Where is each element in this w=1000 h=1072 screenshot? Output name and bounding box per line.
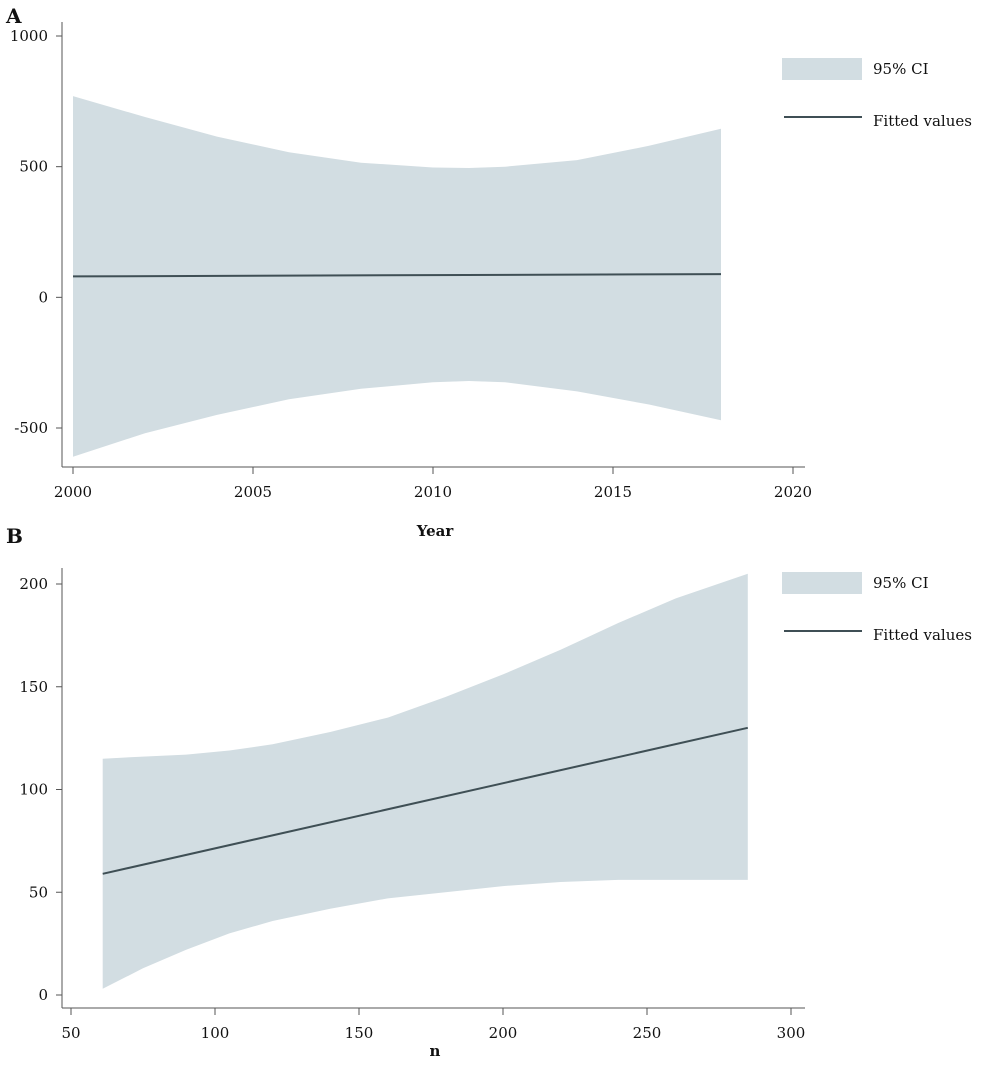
y-tick-label: 0 bbox=[38, 986, 48, 1004]
x-tick-label: 2000 bbox=[54, 483, 92, 501]
x-tick-label: 100 bbox=[201, 1024, 230, 1042]
y-tick-label: 150 bbox=[19, 678, 48, 696]
x-tick-label: 2015 bbox=[594, 483, 632, 501]
ci-band bbox=[73, 96, 721, 457]
panel-label-b: B bbox=[6, 524, 23, 548]
x-tick-label: 200 bbox=[489, 1024, 518, 1042]
y-tick-label: 200 bbox=[19, 575, 48, 593]
ci-band bbox=[102, 573, 748, 989]
fitted-values-line bbox=[102, 726, 749, 875]
legend-ci-swatch bbox=[782, 58, 862, 80]
x-tick-label: 300 bbox=[777, 1024, 806, 1042]
y-tick-label: 500 bbox=[19, 158, 48, 176]
legend-fitted-label: Fitted values bbox=[873, 626, 972, 644]
x-tick-label: 150 bbox=[345, 1024, 374, 1042]
legend-ci-label: 95% CI bbox=[873, 574, 929, 592]
chart-panel-a: A -500 0 500 1000 2000 2005 2010 2015 2020 Year 95… bbox=[6, 4, 972, 540]
x-tick-label: 2020 bbox=[774, 483, 812, 501]
panel-label-a: A bbox=[6, 4, 22, 28]
y-tick-label: 1000 bbox=[10, 27, 48, 45]
x-tick-label: 2010 bbox=[414, 483, 452, 501]
y-tick-label: -500 bbox=[14, 419, 48, 437]
legend-ci-swatch bbox=[782, 572, 862, 594]
chart-b-svg: 0 50 100 150 200 50 100 150 200 250 300 n 95% CI Fitt… bbox=[19, 568, 972, 1060]
chart-panel-b: B 0 50 100 150 200 50 100 150 200 250 300 n 95% CI Fi… bbox=[0, 520, 1000, 1072]
x-axis-title: n bbox=[430, 1042, 441, 1060]
x-tick-label: 250 bbox=[633, 1024, 662, 1042]
x-tick-label: 2005 bbox=[234, 483, 272, 501]
x-tick-label: 50 bbox=[61, 1024, 80, 1042]
y-tick-label: 0 bbox=[38, 288, 48, 306]
legend-fitted-label: Fitted values bbox=[873, 112, 972, 130]
y-tick-label: 50 bbox=[29, 883, 48, 901]
fitted-values-line bbox=[72, 273, 722, 278]
y-tick-label: 100 bbox=[19, 781, 48, 799]
x-axis-title: Year bbox=[416, 522, 455, 540]
chart-a-svg: -500 0 500 1000 2000 2005 2010 2015 2020 Year 95% … bbox=[10, 22, 972, 540]
legend-ci-label: 95% CI bbox=[873, 60, 929, 78]
